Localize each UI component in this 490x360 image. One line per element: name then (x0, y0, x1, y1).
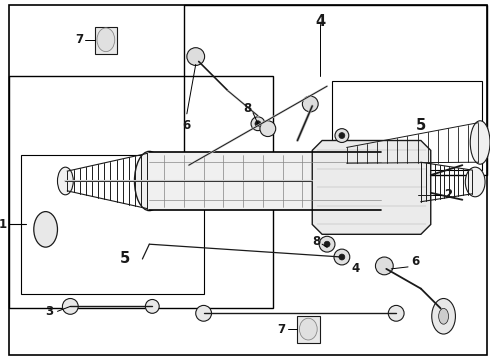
Ellipse shape (34, 212, 57, 247)
Text: 3: 3 (46, 305, 53, 318)
Ellipse shape (388, 305, 404, 321)
Text: 1: 1 (0, 218, 7, 231)
Ellipse shape (251, 117, 265, 131)
Ellipse shape (62, 298, 78, 314)
Bar (297, 316, 320, 343)
Ellipse shape (339, 254, 345, 260)
Ellipse shape (302, 96, 318, 112)
Text: 8: 8 (243, 102, 251, 116)
Polygon shape (312, 140, 431, 234)
Text: 6: 6 (411, 256, 419, 269)
Bar (95, 27, 117, 54)
Text: 7: 7 (75, 33, 83, 46)
Ellipse shape (375, 257, 393, 275)
Text: 2: 2 (444, 188, 453, 201)
Text: 5: 5 (120, 252, 130, 266)
Ellipse shape (466, 167, 485, 197)
Text: 6: 6 (183, 119, 191, 132)
Ellipse shape (255, 121, 261, 127)
Bar (9, 76, 273, 309)
Bar (21, 155, 204, 293)
Text: 5: 5 (416, 118, 426, 133)
Ellipse shape (260, 121, 276, 136)
Text: 4: 4 (352, 262, 360, 275)
Bar (149, 152, 386, 210)
Ellipse shape (57, 167, 74, 195)
Ellipse shape (196, 305, 212, 321)
Ellipse shape (146, 300, 159, 313)
Ellipse shape (432, 298, 455, 334)
Ellipse shape (97, 28, 115, 51)
Ellipse shape (339, 132, 345, 139)
Bar (184, 5, 487, 175)
Bar (332, 81, 482, 170)
Ellipse shape (299, 318, 317, 340)
Ellipse shape (134, 151, 164, 211)
Ellipse shape (319, 236, 335, 252)
Ellipse shape (324, 241, 330, 247)
Ellipse shape (470, 121, 490, 164)
Text: 4: 4 (315, 14, 325, 29)
Text: 7: 7 (277, 323, 286, 336)
Ellipse shape (439, 309, 448, 324)
Ellipse shape (334, 249, 350, 265)
Ellipse shape (335, 129, 349, 143)
Ellipse shape (187, 48, 205, 66)
Text: 8: 8 (312, 235, 320, 248)
